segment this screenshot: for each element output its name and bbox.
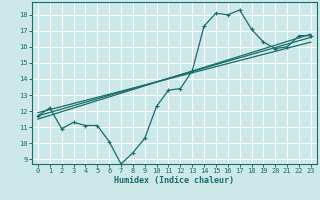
X-axis label: Humidex (Indice chaleur): Humidex (Indice chaleur) [115,176,234,185]
